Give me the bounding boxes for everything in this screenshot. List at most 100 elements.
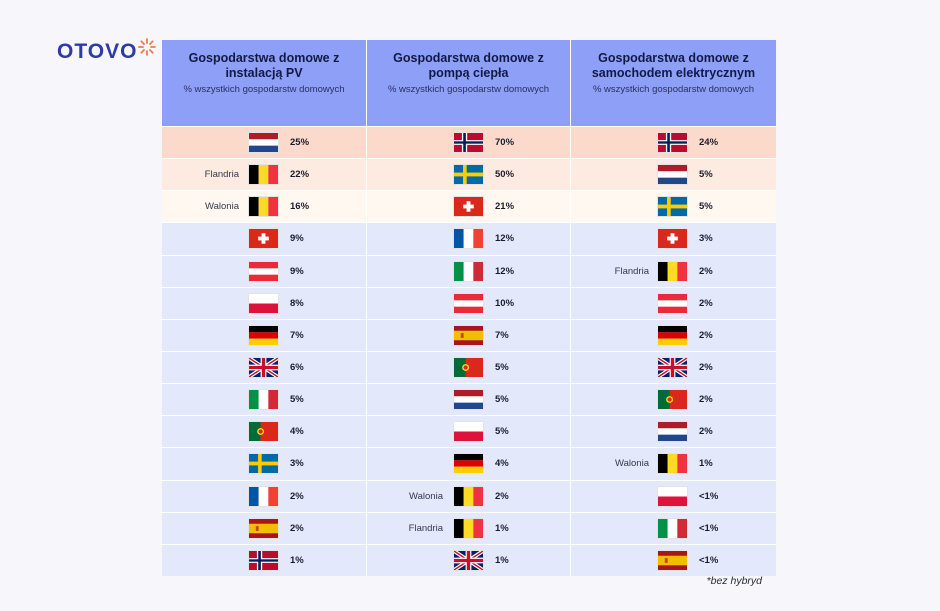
flag-austria-icon xyxy=(657,292,688,314)
value-label: 1% xyxy=(495,554,509,566)
table-row: 12% xyxy=(367,254,570,287)
table-row: 10% xyxy=(367,286,570,319)
region-label: Flandria xyxy=(408,522,443,534)
flag-netherlands-icon xyxy=(453,389,484,411)
value-label: <1% xyxy=(699,490,719,502)
flag-germany-icon xyxy=(248,324,279,346)
value-label: 5% xyxy=(290,394,304,406)
column-subtitle: % wszystkich gospodarstw domowych xyxy=(387,84,550,95)
table-row: 7% xyxy=(367,318,570,351)
flag-sweden-icon xyxy=(657,196,688,218)
table-row: 9% xyxy=(162,254,366,287)
flag-poland-icon xyxy=(248,292,279,314)
flag-france-icon xyxy=(248,485,279,507)
table-row: Walonia 2% xyxy=(367,479,570,512)
value-label: 5% xyxy=(699,201,713,213)
value-label: 1% xyxy=(495,522,509,534)
value-label: 25% xyxy=(290,137,310,149)
value-label: 2% xyxy=(699,362,713,374)
value-label: 4% xyxy=(495,458,509,470)
flag-sweden-icon xyxy=(248,453,279,475)
table-row: 4% xyxy=(162,415,366,448)
flag-spain-icon xyxy=(248,517,279,539)
flag-netherlands-icon xyxy=(248,132,279,154)
table-row: 2% xyxy=(571,383,776,416)
flag-portugal-icon xyxy=(248,421,279,443)
region-label: Walonia xyxy=(205,201,239,213)
table-column: Gospodarstwa domowe z pompą ciepła % wszy… xyxy=(366,40,570,576)
otovo-logo: OTOVO xyxy=(57,37,157,64)
table-row: 70% xyxy=(367,126,570,159)
table-row: Walonia 1% xyxy=(571,447,776,480)
region-label: Walonia xyxy=(615,458,649,470)
flag-germany-icon xyxy=(453,453,484,475)
table-row: 5% xyxy=(367,350,570,384)
table-row: 1% xyxy=(162,543,366,576)
value-label: 12% xyxy=(495,233,515,245)
flag-portugal-icon xyxy=(453,357,484,379)
flag-switzerland-icon xyxy=(657,228,688,250)
flag-spain-icon xyxy=(657,549,688,571)
table-row: 24% xyxy=(571,126,776,159)
value-label: <1% xyxy=(699,522,719,534)
table-row: 5% xyxy=(367,383,570,416)
value-label: 2% xyxy=(699,394,713,406)
region-label: Flandria xyxy=(204,169,239,181)
flag-belgium-icon xyxy=(657,260,688,282)
table-row: 3% xyxy=(571,222,776,255)
table-row: 25% xyxy=(162,126,366,159)
table-row: <1% xyxy=(571,511,776,544)
table-row: 1% xyxy=(367,543,570,576)
value-label: 9% xyxy=(290,265,304,277)
table-row: 7% xyxy=(162,318,366,351)
sun-icon xyxy=(138,37,157,61)
flag-switzerland-icon xyxy=(248,228,279,250)
table-row: 5% xyxy=(367,415,570,448)
column-header: Gospodarstwa domowe z pompą ciepła % wszy… xyxy=(367,40,570,126)
flag-united-kingdom-icon xyxy=(657,357,688,379)
table-column: Gospodarstwa domowe z instalacją PV % wsz… xyxy=(162,40,366,576)
flag-switzerland-icon xyxy=(453,196,484,218)
flag-sweden-icon xyxy=(453,164,484,186)
table-row: 5% xyxy=(571,190,776,223)
value-label: 21% xyxy=(495,201,515,213)
table-row: 50% xyxy=(367,158,570,191)
table-row: 3% xyxy=(162,447,366,480)
value-label: 4% xyxy=(290,426,304,438)
table-row: 6% xyxy=(162,350,366,384)
table-column: Gospodarstwa domowe z samochodem elektry… xyxy=(570,40,776,576)
value-label: 70% xyxy=(495,137,515,149)
value-label: 2% xyxy=(290,522,304,534)
value-label: 7% xyxy=(495,329,509,341)
value-label: 12% xyxy=(495,265,515,277)
value-label: 8% xyxy=(290,297,304,309)
value-label: 2% xyxy=(699,297,713,309)
value-label: 5% xyxy=(495,426,509,438)
table-row: 9% xyxy=(162,222,366,255)
flag-netherlands-icon xyxy=(657,164,688,186)
column-subtitle: % wszystkich gospodarstw domowych xyxy=(183,84,345,95)
table-row: 8% xyxy=(162,286,366,319)
flag-poland-icon xyxy=(657,485,688,507)
table-row: 12% xyxy=(367,222,570,255)
flag-italy-icon xyxy=(453,260,484,282)
value-label: <1% xyxy=(699,554,719,566)
value-label: 2% xyxy=(699,329,713,341)
flag-belgium-icon xyxy=(453,485,484,507)
value-label: 2% xyxy=(495,490,509,502)
flag-portugal-icon xyxy=(657,389,688,411)
table-row: 2% xyxy=(162,511,366,544)
value-label: 3% xyxy=(699,233,713,245)
flag-italy-icon xyxy=(248,389,279,411)
value-label: 3% xyxy=(290,458,304,470)
column-header: Gospodarstwa domowe z samochodem elektry… xyxy=(571,40,776,126)
table-row: 2% xyxy=(571,318,776,351)
table-row: 5% xyxy=(162,383,366,416)
flag-poland-icon xyxy=(453,421,484,443)
table-row: Flandria 1% xyxy=(367,511,570,544)
value-label: 16% xyxy=(290,201,310,213)
value-label: 7% xyxy=(290,329,304,341)
flag-norway-icon xyxy=(248,549,279,571)
flag-united-kingdom-icon xyxy=(453,549,484,571)
region-label: Flandria xyxy=(614,265,649,277)
